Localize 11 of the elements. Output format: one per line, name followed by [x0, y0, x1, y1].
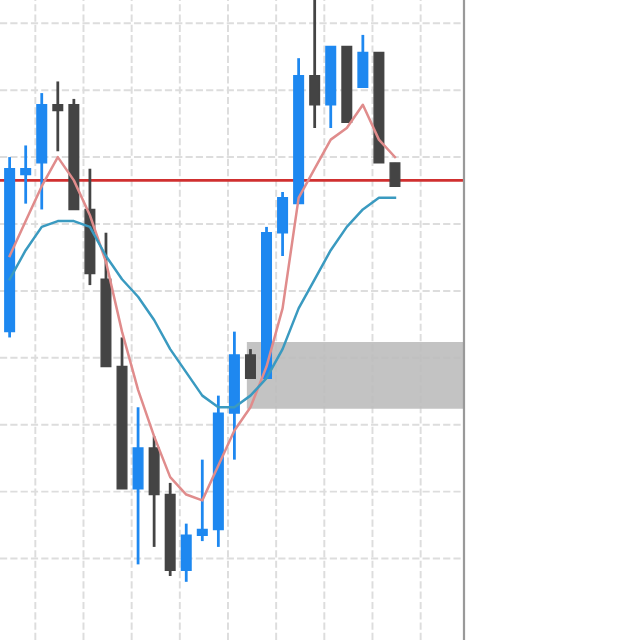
candlestick — [132, 405, 144, 566]
candlestick — [180, 522, 192, 584]
candlestick — [52, 80, 64, 153]
candlestick — [244, 347, 256, 380]
candlestick — [196, 458, 208, 543]
candlestick — [20, 144, 32, 206]
candlestick — [357, 33, 369, 89]
candlestick — [277, 190, 289, 258]
candlestick — [389, 162, 401, 187]
candlestick — [309, 0, 321, 130]
candlestick — [148, 434, 160, 549]
